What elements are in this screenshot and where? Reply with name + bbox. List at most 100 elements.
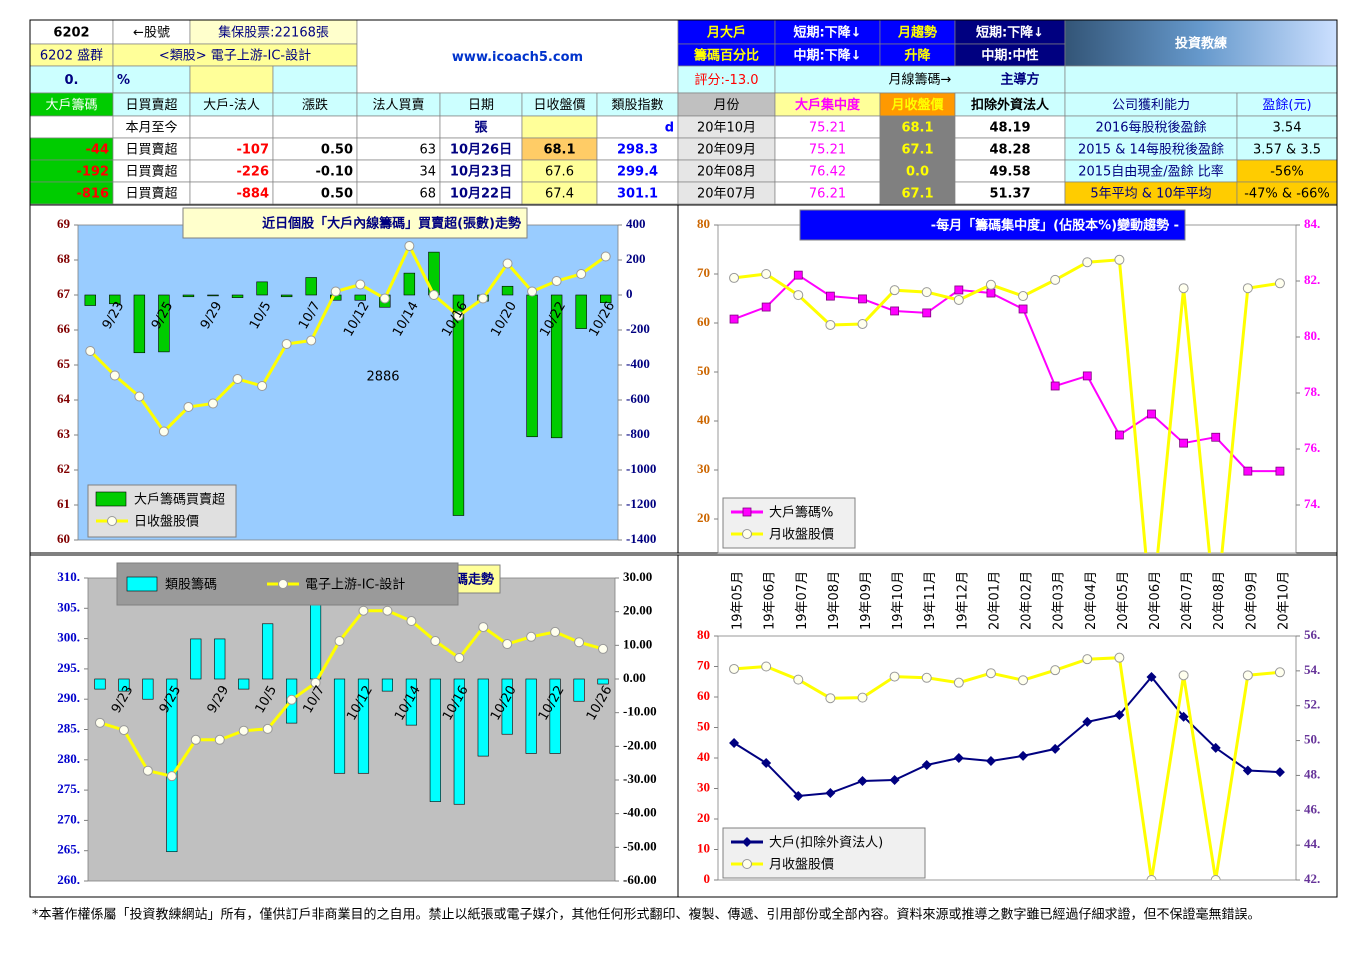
y-tick-label: 69	[57, 216, 71, 231]
marker	[761, 661, 772, 672]
line	[733, 675, 1280, 798]
marker	[1178, 670, 1189, 681]
chart-title: 近日個股「大戶內線籌碼」買賣超(張數)走勢	[262, 216, 521, 232]
table-text: 類股指數	[611, 98, 663, 113]
plot-content	[94, 578, 609, 853]
bar	[133, 294, 146, 354]
x-tick-label: 20年03月	[1052, 571, 1067, 630]
y-tick-label: -1200	[626, 496, 656, 511]
marker	[1114, 254, 1125, 265]
marker	[502, 258, 513, 269]
bar	[280, 294, 293, 298]
header-text: 評分:-13.0	[694, 73, 758, 88]
y-tick-label: 275.	[57, 781, 80, 796]
legend-label: 月收盤股價	[769, 858, 834, 873]
marker	[1018, 304, 1028, 314]
marker	[1242, 670, 1253, 681]
y-tick-label: 70	[697, 265, 710, 280]
marker	[793, 674, 804, 685]
table-text: 日收盤價	[533, 98, 585, 113]
x-tick-label: 19年06月	[763, 571, 778, 630]
marker	[109, 370, 120, 381]
table-text: 大戶-法人	[203, 98, 260, 113]
y-tick-label: 260.	[57, 872, 80, 887]
marker	[158, 426, 169, 437]
x-tick-label: 20年08月	[1212, 571, 1227, 630]
bar	[597, 678, 609, 685]
marker	[1146, 875, 1157, 880]
marker	[430, 636, 441, 647]
header-text: 月趨勢	[897, 25, 937, 41]
x-tick-label: 20年06月	[1148, 571, 1163, 630]
marker	[985, 279, 996, 290]
header-text: 6202 盛群	[40, 49, 103, 64]
y-tick-label: -40.00	[623, 805, 657, 820]
table-text: 51.37	[989, 187, 1030, 202]
header-cell	[1064, 65, 1338, 94]
bar	[501, 678, 513, 735]
table-text: -192	[76, 165, 109, 180]
table-text: 大戶籌碼	[45, 98, 97, 113]
marker	[306, 335, 317, 346]
header-text: 短期:下降↓	[793, 25, 861, 41]
marker	[183, 402, 194, 412]
y-tick-label: 65	[57, 356, 71, 371]
marker	[1114, 709, 1125, 720]
marker	[1082, 654, 1093, 665]
line	[733, 258, 1281, 553]
y-tick-label: -30.00	[623, 771, 657, 786]
marker	[428, 290, 439, 300]
marker	[208, 398, 218, 409]
marker	[761, 758, 772, 769]
marker	[598, 643, 609, 654]
marker	[1050, 665, 1061, 676]
y-tick-label: 20	[697, 810, 710, 825]
legend-marker	[742, 507, 752, 517]
y-tick-label: 60	[697, 314, 710, 329]
table-text: 10月26日	[450, 143, 512, 158]
plot-content	[729, 652, 1285, 880]
marker	[600, 251, 611, 262]
header-cell	[677, 65, 776, 94]
header-text: www.icoach5.com	[452, 50, 583, 65]
y-tick-label: 40	[697, 412, 710, 427]
legend-label: 月收盤股價	[769, 528, 834, 543]
bar	[109, 294, 121, 305]
y-tick-label: 64	[57, 391, 71, 406]
marker	[262, 723, 273, 734]
legend-marker	[742, 859, 752, 869]
table-text: 67.6	[545, 165, 574, 180]
table-text: 公司獲利能力	[1112, 98, 1190, 113]
marker	[232, 374, 243, 384]
marker	[576, 269, 587, 279]
table-text: 299.4	[617, 165, 658, 180]
marker	[238, 725, 249, 736]
legend-label: 電子上游-IC-設計	[305, 577, 405, 593]
marker	[502, 639, 513, 650]
header-cell	[774, 65, 1066, 94]
marker	[1147, 409, 1156, 419]
marker	[889, 285, 900, 296]
y-tick-label: 44.	[1304, 836, 1320, 851]
marker	[166, 771, 177, 782]
marker	[729, 663, 740, 674]
table-text: 0.50	[321, 143, 353, 158]
chart-title: -每月「籌碼集中度」(佔股本%)變動趨勢 -	[931, 218, 1179, 234]
bar	[381, 678, 394, 692]
table-text: 68.1	[543, 143, 575, 158]
marker	[825, 291, 835, 301]
table-text: 67.4	[545, 187, 574, 202]
marker	[142, 765, 153, 776]
marker	[858, 294, 867, 304]
y-tick-label: 0	[704, 871, 711, 886]
header-cell	[356, 19, 679, 94]
table-text: 日買賣超	[125, 187, 177, 202]
legend-marker	[278, 579, 288, 589]
header-text: 集保股票:22168張	[218, 25, 329, 41]
bar	[84, 294, 96, 306]
marker	[1082, 371, 1092, 381]
y-tick-label: 300.	[57, 630, 80, 645]
y-tick-label: -20.00	[623, 737, 657, 752]
x-tick-label: 20年02月	[1020, 571, 1035, 630]
table-text: 月收盤價	[890, 97, 944, 113]
